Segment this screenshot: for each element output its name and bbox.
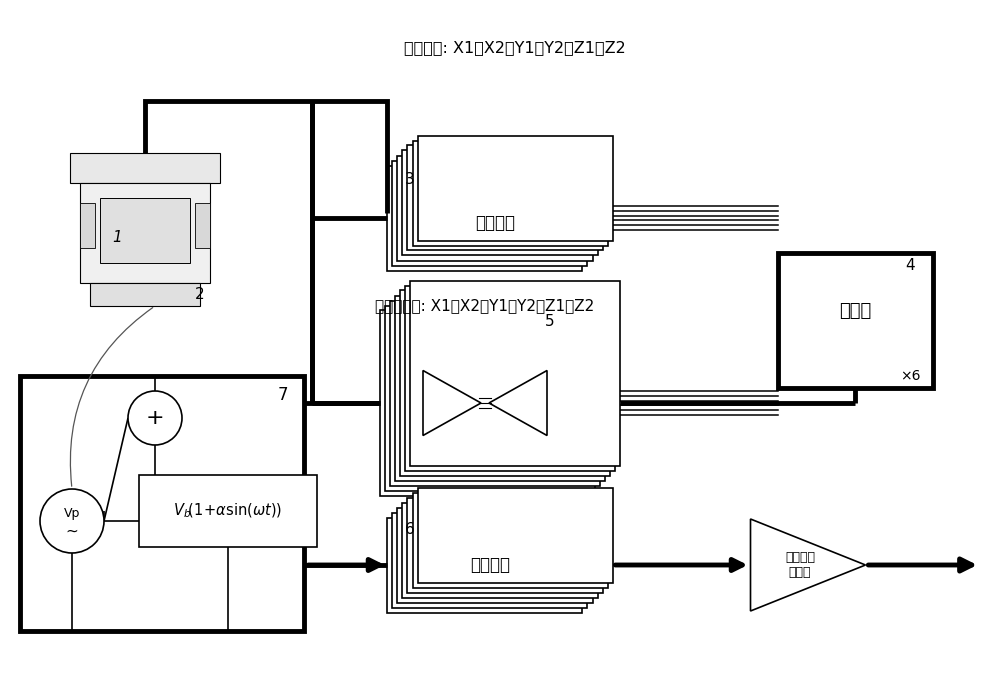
Circle shape <box>128 391 182 445</box>
Bar <box>410 281 620 466</box>
Circle shape <box>40 489 104 553</box>
Polygon shape <box>489 371 547 435</box>
Text: ×6: ×6 <box>900 369 920 383</box>
Text: 读出电路: 读出电路 <box>470 556 510 574</box>
Bar <box>405 286 615 471</box>
Text: 控制器: 控制器 <box>839 302 871 320</box>
Bar <box>397 155 592 261</box>
Bar <box>100 198 190 263</box>
Text: +: + <box>146 408 164 428</box>
Bar <box>395 295 605 480</box>
Bar <box>385 306 595 491</box>
Bar <box>400 290 610 475</box>
Bar <box>195 203 210 248</box>
Text: Vp: Vp <box>64 507 80 520</box>
Text: $V_b\!\left(1\!+\!\alpha\sin\!\left(\omega t\right)\right)$: $V_b\!\left(1\!+\!\alpha\sin\!\left(\ome… <box>173 502 283 520</box>
Bar <box>20 376 304 631</box>
Bar <box>380 310 590 495</box>
Polygon shape <box>750 519 865 611</box>
Text: 5: 5 <box>545 313 555 328</box>
Bar <box>408 498 602 593</box>
Text: 1: 1 <box>112 231 122 245</box>
Bar <box>418 136 612 240</box>
Bar <box>402 150 598 256</box>
Bar <box>139 475 317 547</box>
Polygon shape <box>80 183 210 283</box>
Bar <box>387 518 582 613</box>
Text: 3: 3 <box>405 173 415 188</box>
Text: 2: 2 <box>195 288 205 303</box>
Bar <box>413 493 608 588</box>
Bar <box>387 166 582 270</box>
Bar <box>392 513 587 608</box>
Text: 模拟数字
转换器: 模拟数字 转换器 <box>785 551 815 579</box>
Text: 位移传感: 位移传感 <box>475 214 515 232</box>
Bar <box>390 301 600 486</box>
Text: 7: 7 <box>277 387 288 405</box>
Text: 反馈执行机: X1、X2、Y1、Y2、Z1、Z2: 反馈执行机: X1、X2、Y1、Y2、Z1、Z2 <box>375 299 595 313</box>
Bar <box>418 487 612 583</box>
Text: ~: ~ <box>66 523 78 538</box>
Bar <box>778 254 932 389</box>
Bar <box>413 141 608 245</box>
Text: 传感测量: X1、X2、Y1、Y2、Z1、Z2: 传感测量: X1、X2、Y1、Y2、Z1、Z2 <box>404 40 626 55</box>
Polygon shape <box>423 371 481 435</box>
Bar <box>397 507 592 602</box>
Polygon shape <box>70 153 220 183</box>
Polygon shape <box>90 283 200 306</box>
Text: 4: 4 <box>905 258 915 274</box>
Bar <box>392 161 587 265</box>
Bar <box>408 146 602 250</box>
Bar <box>402 502 598 597</box>
Bar <box>80 203 95 248</box>
Text: 6: 6 <box>405 523 415 538</box>
